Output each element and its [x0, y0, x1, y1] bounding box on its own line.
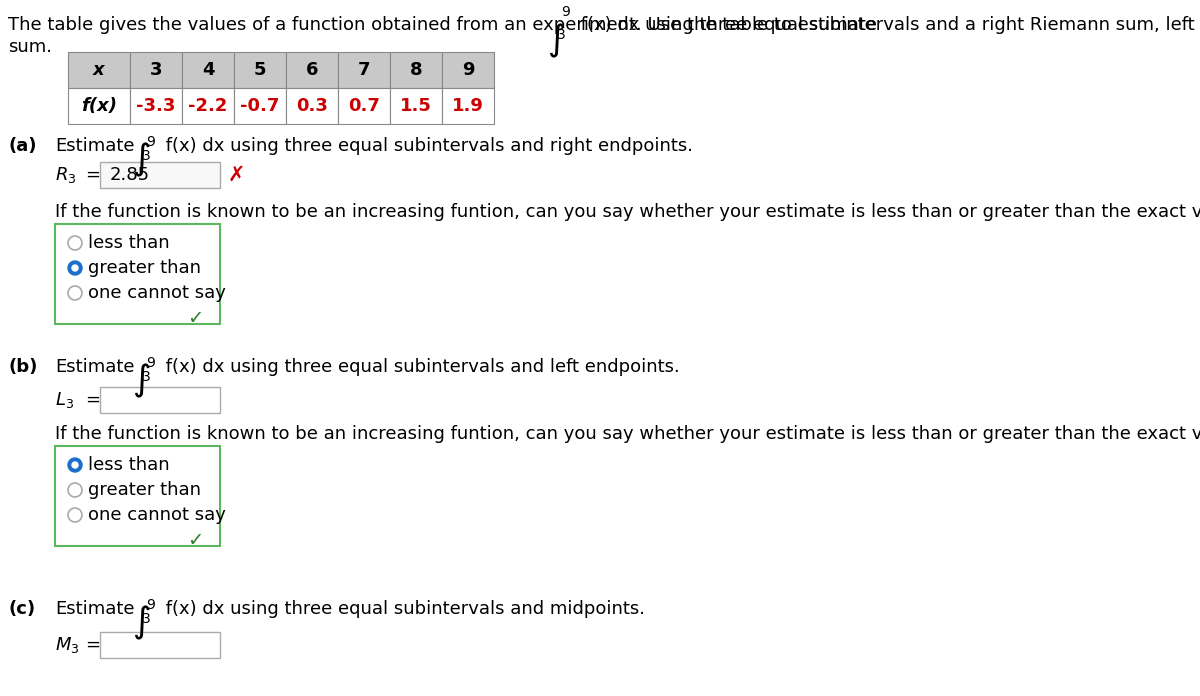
- Text: 0.7: 0.7: [348, 97, 380, 115]
- Text: 9: 9: [562, 5, 570, 19]
- Text: 9: 9: [146, 356, 155, 370]
- Circle shape: [72, 462, 78, 468]
- Circle shape: [68, 458, 82, 472]
- Text: ✓: ✓: [187, 530, 203, 550]
- Text: 9: 9: [146, 598, 155, 612]
- Text: 8: 8: [409, 61, 422, 79]
- Text: x: x: [94, 61, 104, 79]
- Text: f(x) dx using three equal subintervals and right endpoints.: f(x) dx using three equal subintervals a…: [160, 137, 694, 155]
- Text: $\int$: $\int$: [132, 604, 150, 642]
- Bar: [338, 52, 390, 88]
- Text: f(x) dx using three equal subintervals and midpoints.: f(x) dx using three equal subintervals a…: [160, 600, 646, 618]
- Text: less than: less than: [88, 456, 169, 474]
- Text: 3: 3: [142, 149, 151, 163]
- Text: (c): (c): [8, 600, 35, 618]
- Text: one cannot say: one cannot say: [88, 284, 226, 302]
- Text: (a): (a): [8, 137, 36, 155]
- Text: -3.3: -3.3: [137, 97, 175, 115]
- Bar: [130, 52, 182, 88]
- Bar: [100, 162, 220, 188]
- Bar: [286, 52, 338, 88]
- Text: 2.85: 2.85: [110, 166, 150, 184]
- Bar: [442, 88, 494, 124]
- Text: =: =: [85, 391, 100, 409]
- Text: less than: less than: [88, 234, 169, 252]
- Text: 1.9: 1.9: [452, 97, 484, 115]
- Text: =: =: [85, 636, 100, 654]
- Text: Estimate: Estimate: [55, 358, 134, 376]
- Bar: [130, 88, 182, 124]
- Text: 4: 4: [202, 61, 215, 79]
- Circle shape: [72, 265, 78, 271]
- Text: f(x) dx using three equal subintervals and a right Riemann sum, left Riemann sum: f(x) dx using three equal subintervals a…: [575, 16, 1200, 34]
- Bar: [182, 52, 234, 88]
- Bar: [286, 88, 338, 124]
- Text: Estimate: Estimate: [55, 600, 134, 618]
- Text: 9: 9: [146, 135, 155, 149]
- Text: $L_3$: $L_3$: [55, 390, 74, 410]
- Circle shape: [68, 261, 82, 275]
- Bar: [100, 387, 220, 413]
- Bar: [55, 224, 220, 324]
- Text: f(x): f(x): [82, 97, 118, 115]
- Text: 9: 9: [462, 61, 474, 79]
- Text: 3: 3: [142, 612, 151, 626]
- Text: The table gives the values of a function obtained from an experiment. Use the ta: The table gives the values of a function…: [8, 16, 877, 34]
- Bar: [55, 446, 220, 546]
- Bar: [182, 88, 234, 124]
- Bar: [442, 52, 494, 88]
- Text: 3: 3: [142, 370, 151, 384]
- Text: $\int$: $\int$: [132, 141, 150, 179]
- Bar: [68, 52, 130, 88]
- Text: greater than: greater than: [88, 481, 202, 499]
- Text: ✗: ✗: [228, 165, 246, 185]
- Text: =: =: [85, 166, 100, 184]
- Text: Estimate: Estimate: [55, 137, 134, 155]
- Text: $\int$: $\int$: [547, 22, 565, 60]
- Text: 7: 7: [358, 61, 371, 79]
- Bar: [390, 52, 442, 88]
- Text: 5: 5: [253, 61, 266, 79]
- Text: 1.5: 1.5: [400, 97, 432, 115]
- Text: 6: 6: [306, 61, 318, 79]
- Text: f(x) dx using three equal subintervals and left endpoints.: f(x) dx using three equal subintervals a…: [160, 358, 679, 376]
- Bar: [390, 88, 442, 124]
- Bar: [234, 52, 286, 88]
- Text: -0.7: -0.7: [240, 97, 280, 115]
- Text: $\int$: $\int$: [132, 362, 150, 400]
- Bar: [234, 88, 286, 124]
- Text: (b): (b): [8, 358, 37, 376]
- Text: 0.3: 0.3: [296, 97, 328, 115]
- Text: greater than: greater than: [88, 259, 202, 277]
- Text: -2.2: -2.2: [188, 97, 228, 115]
- Bar: [338, 88, 390, 124]
- Text: $M_3$: $M_3$: [55, 635, 79, 655]
- Text: ✓: ✓: [187, 308, 203, 328]
- Text: 3: 3: [557, 28, 565, 42]
- Text: sum.: sum.: [8, 38, 52, 56]
- Bar: [100, 632, 220, 658]
- Bar: [68, 88, 130, 124]
- Text: If the function is known to be an increasing funtion, can you say whether your e: If the function is known to be an increa…: [55, 425, 1200, 443]
- Text: 3: 3: [150, 61, 162, 79]
- Text: $R_3$: $R_3$: [55, 165, 77, 185]
- Text: If the function is known to be an increasing funtion, can you say whether your e: If the function is known to be an increa…: [55, 203, 1200, 221]
- Text: one cannot say: one cannot say: [88, 506, 226, 524]
